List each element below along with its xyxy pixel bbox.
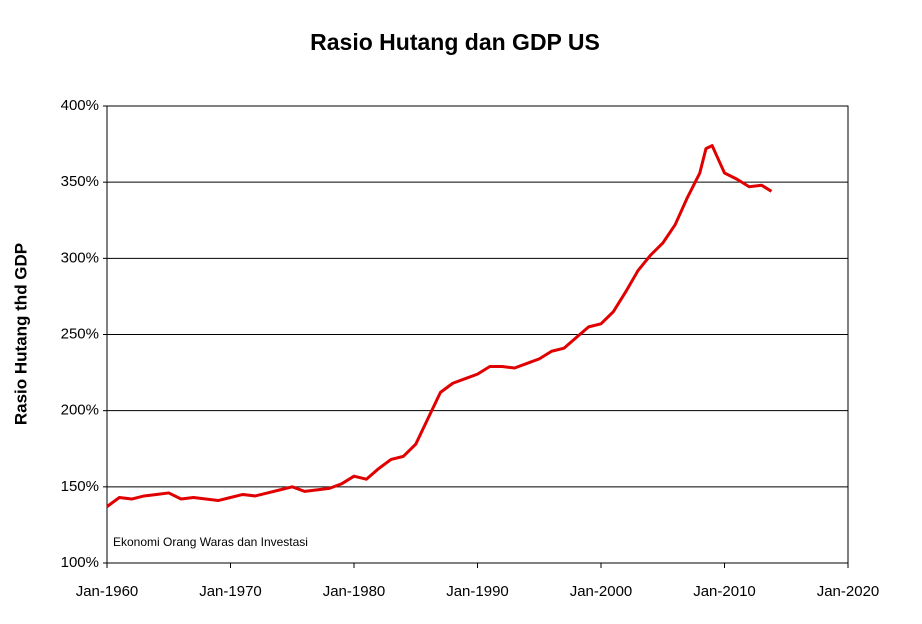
y-tick-label: 150% xyxy=(61,478,99,495)
x-tick-label: Jan-2000 xyxy=(570,583,633,600)
x-tick-label: Jan-2020 xyxy=(817,583,880,600)
x-tick-label: Jan-1990 xyxy=(446,583,509,600)
y-axis-label: Rasio Hutang thd GDP xyxy=(11,243,30,425)
y-tick-label: 100% xyxy=(61,554,99,571)
plot-border xyxy=(106,105,849,564)
y-tick-label: 250% xyxy=(61,325,99,342)
chart-title: Rasio Hutang dan GDP US xyxy=(310,29,600,55)
x-tick-label: Jan-1960 xyxy=(76,583,139,600)
y-tick-label: 350% xyxy=(61,173,99,190)
y-tick-label: 200% xyxy=(61,402,99,419)
x-tick-label: Jan-2010 xyxy=(693,583,756,600)
y-tick-label: 300% xyxy=(61,249,99,266)
x-tick-label: Jan-1980 xyxy=(323,583,386,600)
x-tick-label: Jan-1970 xyxy=(199,583,262,600)
data-line xyxy=(106,144,773,508)
y-tick-label: 400% xyxy=(61,97,99,114)
annotation: Ekonomi Orang Waras dan Investasi xyxy=(113,535,308,549)
